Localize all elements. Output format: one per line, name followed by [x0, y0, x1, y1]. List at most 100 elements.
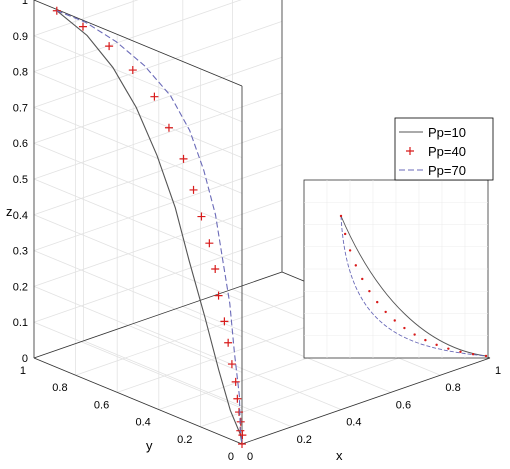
z-tick-label: 0.5 [13, 174, 28, 186]
inset-pp40-marker [471, 353, 475, 356]
legend-label: Pp=40 [428, 144, 466, 159]
z-tick-label: 0 [22, 353, 28, 365]
legend-label: Pp=70 [428, 163, 466, 178]
box-edge [241, 357, 491, 445]
inset-pp40-marker [403, 326, 406, 330]
series-pp40-marker [164, 123, 173, 132]
z-tick-label: 0.7 [13, 102, 28, 114]
legend-plus-icon [406, 147, 414, 155]
box-edge [33, 0, 243, 87]
inset-pp40-marker [393, 319, 396, 322]
inset-pp70-line [340, 215, 487, 357]
inset-pp40-marker [447, 347, 450, 350]
z-tick-label: 0.1 [13, 317, 28, 329]
legend-label: Pp=10 [428, 125, 466, 140]
sidewall-grid-z [33, 214, 243, 302]
series-pp40-marker [220, 317, 229, 326]
z-tick-label: 0.6 [13, 138, 28, 150]
backwall-grid-z [33, 200, 283, 287]
x-axis-label: x [336, 448, 343, 463]
series-pp40-marker [179, 154, 188, 163]
series-pp40-marker [189, 185, 198, 194]
inset-pp40-marker [384, 310, 387, 314]
sidewall-grid-z [33, 286, 243, 373]
sidewall-grid-z [33, 250, 243, 337]
inset-pp40-marker [459, 350, 462, 353]
inset-pp40-marker [354, 264, 358, 267]
sidewall-grid-z [33, 142, 243, 230]
z-tick-label: 1 [22, 0, 28, 7]
inset-pp40-marker [376, 300, 379, 304]
legend: Pp=10 Pp=40 Pp=70 [394, 117, 494, 181]
inset-pp40-marker [343, 232, 347, 236]
series-pp10-line [56, 10, 243, 445]
series-pp40-marker [224, 338, 233, 347]
y-tick-label: 1 [20, 365, 26, 377]
inset-pp40-marker [413, 333, 416, 336]
backwall-grid-z [33, 21, 283, 108]
y-tick-label: 0 [228, 451, 234, 463]
box-edge [33, 271, 283, 359]
x-tick-label: 0.4 [346, 417, 361, 429]
series-pp40-marker [236, 417, 245, 426]
legend-entry: Pp=70 [399, 163, 466, 178]
inset-panel [303, 179, 489, 359]
series-pp40-marker [238, 431, 247, 440]
sidewall-grid-z [33, 107, 243, 194]
floor-grid-x [133, 323, 342, 410]
inset-pp40-marker [339, 214, 343, 218]
z-axis-label: z [6, 204, 13, 219]
series-pp40-marker [205, 239, 214, 248]
box-edge [33, 357, 243, 445]
y-tick-label: 0.2 [177, 434, 192, 446]
series-pp40-marker [233, 394, 242, 403]
z-tick-label: 0.8 [13, 67, 28, 79]
sidewall-grid-z [33, 321, 243, 409]
backwall-grid-z [33, 128, 283, 216]
floor-grid-x [83, 340, 292, 428]
sidewall-grid-z [33, 71, 243, 158]
series-pp40-marker [78, 22, 87, 31]
x-tick-label: 1 [495, 365, 501, 377]
backwall-grid-z [33, 164, 283, 251]
series-pp70-line [56, 10, 243, 445]
inset-pp40-marker [435, 343, 438, 347]
z-tick-label: 0.4 [13, 210, 28, 222]
inset-pp40-marker [368, 289, 371, 293]
sidewall-grid-z [33, 178, 243, 266]
series-layer [52, 6, 247, 448]
backwall-grid-z [33, 56, 283, 144]
inset-pp40-marker [484, 354, 488, 358]
floor-grid-y [75, 288, 324, 376]
backwall-grid-z [33, 235, 283, 323]
series-pp40-marker [231, 377, 240, 386]
inset-pp40-marker [361, 277, 364, 281]
x-tick-label: 0.2 [297, 434, 312, 446]
series-pp40-marker [105, 42, 114, 51]
legend-entry: Pp=10 [399, 125, 466, 140]
legend-entry: Pp=40 [406, 144, 466, 159]
x-tick-label: 0.8 [445, 382, 460, 394]
series-pp40-marker [128, 66, 137, 75]
z-tick-label: 0.3 [13, 246, 28, 258]
z-tick-label: 0.2 [13, 281, 28, 293]
series-pp40-marker [235, 408, 244, 417]
inset-pp40-marker [348, 249, 352, 252]
inset-pp10-line [340, 215, 487, 357]
x-tick-label: 0.6 [396, 399, 411, 411]
y-tick-label: 0.4 [136, 417, 151, 429]
backwall-grid-z [33, 92, 283, 180]
y-axis-label: y [146, 438, 153, 453]
x-tick-label: 0 [247, 451, 253, 463]
series-pp40-marker [214, 291, 223, 300]
tick-labels: 00.20.40.60.8100.20.40.60.8100.10.20.30.… [13, 0, 501, 463]
z-tick-label: 0.9 [13, 31, 28, 43]
inset-pp40-marker [424, 338, 427, 342]
series-pp40-marker [227, 360, 236, 369]
series-pp40-marker [197, 212, 206, 221]
backwall-grid-z [33, 0, 139, 37]
y-tick-label: 0.8 [52, 382, 67, 394]
series-pp40-marker [211, 264, 220, 273]
sidewall-grid-z [33, 35, 243, 123]
